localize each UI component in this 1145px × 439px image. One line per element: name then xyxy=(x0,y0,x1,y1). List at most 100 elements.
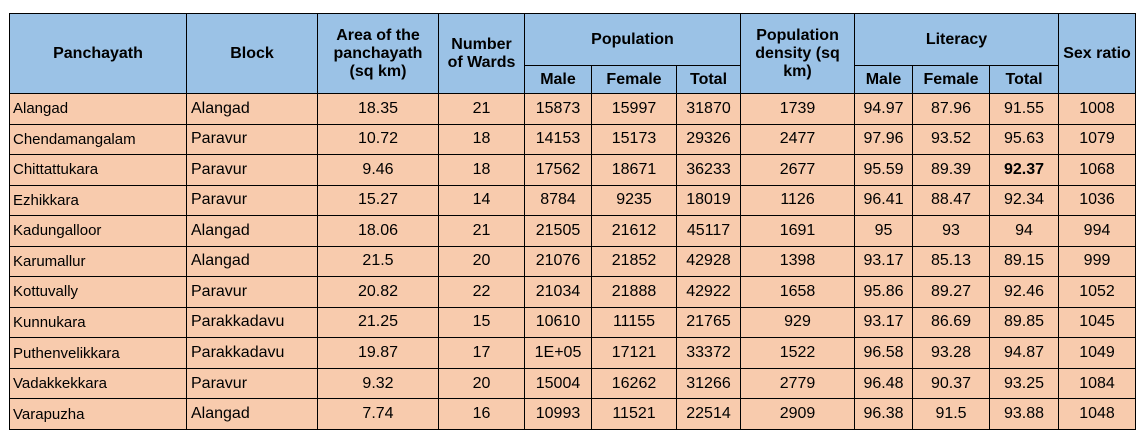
cell-area: 18.06 xyxy=(317,215,439,247)
cell-literacy-male: 96.58 xyxy=(854,337,914,369)
cell-literacy-male: 95.59 xyxy=(854,154,914,186)
cell-panchayath: Kadungalloor xyxy=(9,215,187,247)
cell-density: 2909 xyxy=(740,398,856,430)
header-population-total: Total xyxy=(675,65,742,94)
cell-literacy-female: 85.13 xyxy=(912,245,991,278)
cell-population-total: 33372 xyxy=(675,337,742,369)
table-row: Varapuzha Alangad 7.74 16 10993 11521 22514 290… xyxy=(9,398,1137,430)
cell-population-total: 31266 xyxy=(675,367,742,400)
cell-panchayath: Chendamangalam xyxy=(9,123,187,156)
cell-sex-ratio: 999 xyxy=(1058,245,1137,278)
cell-density: 2677 xyxy=(740,154,856,186)
cell-population-total: 45117 xyxy=(675,215,742,247)
cell-area: 20.82 xyxy=(317,276,439,308)
cell-area: 21.5 xyxy=(317,245,439,278)
cell-wards: 20 xyxy=(438,367,525,400)
cell-population-female: 21852 xyxy=(591,245,677,278)
table-row: Kottuvally Paravur 20.82 22 21034 21888 42922 1… xyxy=(9,276,1137,308)
cell-population-male: 8784 xyxy=(524,184,592,217)
table-row: Kadungalloor Alangad 18.06 21 21505 21612 4511… xyxy=(9,215,1137,247)
cell-population-total: 21765 xyxy=(675,306,742,339)
table-row: Chittattukara Paravur 9.46 18 17562 18671 3623… xyxy=(9,154,1137,186)
cell-wards: 16 xyxy=(438,398,525,430)
cell-population-female: 11521 xyxy=(591,398,677,430)
cell-literacy-female: 93.52 xyxy=(912,123,991,156)
cell-block: Paravur xyxy=(186,154,318,186)
cell-population-male: 1E+05 xyxy=(524,337,592,369)
cell-density: 1398 xyxy=(740,245,856,278)
cell-population-female: 21888 xyxy=(591,276,677,308)
cell-literacy-male: 97.96 xyxy=(854,123,914,156)
cell-wards: 22 xyxy=(438,276,525,308)
cell-literacy-female: 88.47 xyxy=(912,184,991,217)
cell-sex-ratio: 1048 xyxy=(1058,398,1137,430)
cell-density: 1658 xyxy=(740,276,856,308)
header-population: Population xyxy=(523,13,742,66)
cell-panchayath: Vadakkekkara xyxy=(9,367,187,400)
cell-literacy-total: 93.25 xyxy=(989,367,1060,400)
cell-literacy-male: 95 xyxy=(854,215,914,247)
table-row: Chendamangalam Paravur 10.72 18 14153 15173 29… xyxy=(9,123,1137,156)
cell-wards: 18 xyxy=(438,154,525,186)
cell-panchayath: Varapuzha xyxy=(9,398,187,430)
table-row: Ezhikkara Paravur 15.27 14 8784 9235 18019 1126… xyxy=(9,184,1137,217)
cell-literacy-female: 93 xyxy=(912,215,991,247)
cell-block: Alangad xyxy=(186,93,318,125)
cell-panchayath: Alangad xyxy=(9,93,187,125)
header-population-male: Male xyxy=(524,65,592,94)
cell-sex-ratio: 1079 xyxy=(1058,123,1137,156)
cell-population-total: 22514 xyxy=(675,398,742,430)
cell-panchayath: Kunnukara xyxy=(9,306,187,339)
cell-population-female: 15173 xyxy=(591,123,677,156)
cell-density: 1522 xyxy=(740,337,856,369)
cell-literacy-male: 93.17 xyxy=(854,245,914,278)
cell-area: 9.32 xyxy=(317,367,439,400)
cell-wards: 20 xyxy=(438,245,525,278)
cell-literacy-male: 94.97 xyxy=(854,93,914,125)
header-panchayath: Panchayath xyxy=(9,13,187,94)
panchayath-data-table: Panchayath Block Area of the panchayath … xyxy=(9,13,1137,430)
cell-population-male: 21505 xyxy=(524,215,592,247)
cell-literacy-male: 96.38 xyxy=(854,398,914,430)
cell-block: Paravur xyxy=(186,123,318,156)
cell-sex-ratio: 1068 xyxy=(1058,154,1137,186)
cell-population-total: 42922 xyxy=(675,276,742,308)
cell-literacy-male: 93.17 xyxy=(854,306,914,339)
cell-block: Alangad xyxy=(186,398,318,430)
cell-wards: 21 xyxy=(438,93,525,125)
cell-literacy-male: 95.86 xyxy=(854,276,914,308)
cell-literacy-female: 93.28 xyxy=(912,337,991,369)
cell-literacy-female: 90.37 xyxy=(912,367,991,400)
cell-block: Parakkadavu xyxy=(186,337,318,369)
cell-block: Paravur xyxy=(186,276,318,308)
cell-population-male: 21076 xyxy=(524,245,592,278)
cell-density: 2477 xyxy=(740,123,856,156)
cell-literacy-total: 94 xyxy=(989,215,1060,247)
cell-panchayath: Karumallur xyxy=(9,245,187,278)
cell-population-female: 11155 xyxy=(591,306,677,339)
cell-density: 929 xyxy=(740,306,856,339)
cell-literacy-female: 91.5 xyxy=(912,398,991,430)
header-literacy-female: Female xyxy=(912,65,991,94)
header-sex-ratio: Sex ratio xyxy=(1058,13,1137,94)
cell-wards: 15 xyxy=(438,306,525,339)
cell-population-female: 15997 xyxy=(591,93,677,125)
table-row: Alangad Alangad 18.35 21 15873 15997 31870 1739… xyxy=(9,93,1137,125)
table-body: Alangad Alangad 18.35 21 15873 15997 31870 1739… xyxy=(9,93,1137,430)
cell-sex-ratio: 1008 xyxy=(1058,93,1137,125)
cell-literacy-total: 91.55 xyxy=(989,93,1060,125)
cell-density: 1739 xyxy=(740,93,856,125)
table-row: Vadakkekkara Paravur 9.32 20 15004 16262 31266… xyxy=(9,367,1137,400)
cell-area: 15.27 xyxy=(317,184,439,217)
cell-population-male: 14153 xyxy=(524,123,592,156)
cell-population-female: 9235 xyxy=(591,184,677,217)
table-row: Kunnukara Parakkadavu 21.25 15 10610 11155 217… xyxy=(9,306,1137,339)
cell-density: 1691 xyxy=(740,215,856,247)
cell-panchayath: Ezhikkara xyxy=(9,184,187,217)
cell-literacy-total: 89.15 xyxy=(989,245,1060,278)
cell-block: Alangad xyxy=(186,215,318,247)
cell-literacy-total: 89.85 xyxy=(989,306,1060,339)
cell-sex-ratio: 994 xyxy=(1058,215,1137,247)
cell-panchayath: Puthenvelikkara xyxy=(9,337,187,369)
cell-population-male: 15004 xyxy=(524,367,592,400)
